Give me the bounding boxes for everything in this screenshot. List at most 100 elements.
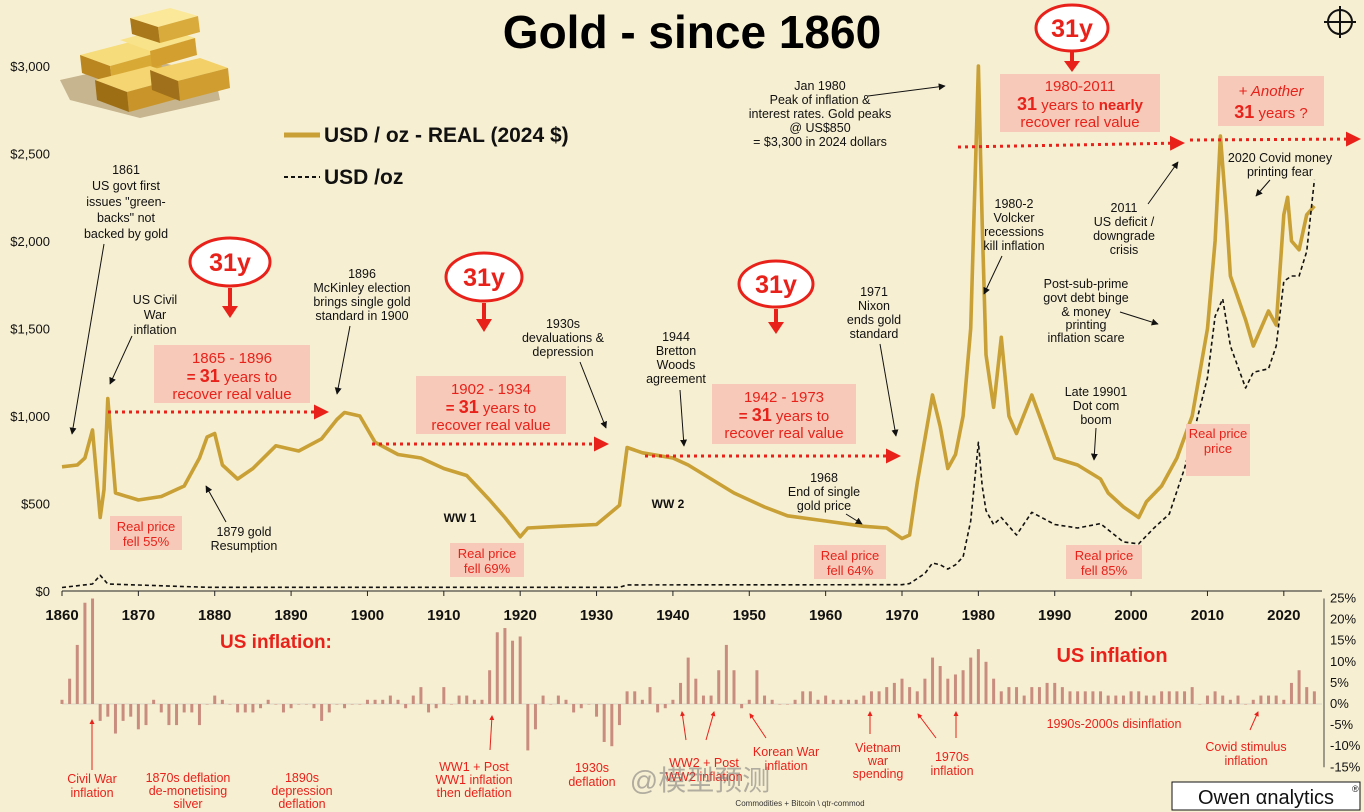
inflation-bar [931, 657, 935, 704]
annot-volcker-l4: kill inflation [983, 239, 1044, 253]
x-tick-label: 1950 [733, 607, 766, 624]
arrow-1980-2011 [957, 135, 1185, 151]
inflation-bar [98, 704, 102, 721]
inflation-bar [976, 649, 980, 704]
inflation-bar [449, 704, 453, 705]
infl-1870-l2: de-monetising [149, 784, 228, 798]
inflation-axis-label: 15% [1330, 633, 1356, 648]
annot-late-l1: Late 19901 [1065, 385, 1128, 399]
inflation-bar [1030, 687, 1034, 704]
period-arrows [108, 131, 1361, 464]
inflation-bar [908, 687, 912, 704]
inflation-bar [480, 699, 484, 704]
inflation-bar [1236, 695, 1240, 704]
infl-civil-l1: Civil War [67, 772, 117, 786]
annotation-late-1990: Late 19901 Dot com boom [1065, 385, 1128, 461]
fall-box-4: Real price fell 85% [1066, 545, 1142, 579]
annot-1930-l3: depression [532, 345, 593, 359]
annotation-mckinley: 1896 McKinley election brings single gold s… [313, 267, 411, 395]
infl-covid-l1: Covid stimulus [1205, 740, 1286, 754]
inflation-bar [129, 704, 133, 717]
y-tick-label: $0 [36, 584, 50, 599]
annot-1861-l1: 1861 [112, 163, 140, 177]
watermark: @模型预测 [630, 765, 770, 796]
inflation-bar [358, 704, 362, 705]
annot-civil-l1: US Civil [133, 293, 177, 307]
inflation-bar [106, 704, 110, 717]
inflation-bar [1053, 682, 1057, 704]
y-tick-label: $2,000 [10, 234, 50, 249]
inflation-bar [1045, 682, 1049, 704]
period-box-3: 1942 - 1973 = 31 years to recover real v… [712, 384, 856, 444]
inflation-bar [785, 704, 789, 705]
inflation-bar [732, 670, 736, 704]
inflation-bar [579, 704, 583, 709]
inflation-bar [488, 670, 492, 704]
inflation-bar [1121, 695, 1125, 704]
annot-1968-l1: 1968 [810, 471, 838, 485]
inflation-bar [1213, 691, 1217, 704]
inflation-bar [717, 670, 721, 704]
annot-mck-l4: standard in 1900 [315, 309, 408, 323]
inflation-bar [801, 691, 805, 704]
inflation-bar [839, 699, 843, 704]
badge-31y-2: 31y [444, 251, 524, 332]
x-tick-label: 2010 [1191, 607, 1224, 624]
fall-2-line1: Real price [458, 546, 517, 561]
fall-box-1: Real price fell 55% [110, 516, 182, 550]
annot-ps-l4: printing [1066, 318, 1107, 332]
badge-31y-1: 31y [188, 236, 272, 318]
badge-31y-3-label: 31y [755, 271, 797, 299]
infl-annot-disinflation: 1990s-2000s disinflation [1047, 717, 1182, 731]
inflation-bar [182, 704, 186, 713]
inflation-bar [1160, 691, 1164, 704]
inflation-title-right: US inflation [1056, 645, 1167, 667]
badge-31y-4-label: 31y [1051, 15, 1093, 43]
inflation-bar [778, 704, 782, 705]
annotation-2011: 2011 US deficit / downgrade crisis [1093, 161, 1179, 257]
annot-mck-l3: brings single gold [313, 295, 410, 309]
x-tick-label: 1880 [198, 607, 231, 624]
inflation-bar [533, 704, 537, 730]
inflation-bar [595, 704, 599, 717]
inflation-bars [60, 598, 1316, 751]
inflation-bar [205, 704, 209, 705]
axes-layer: $0 $500 $1,000 $1,500 $2,000 $2,500 $3,000 1860… [10, 59, 1361, 774]
fall-box-3: Real price fell 64% [814, 545, 886, 579]
inflation-bar [526, 704, 530, 751]
period-box-5: + Another 31 years ? [1218, 76, 1324, 126]
label-ww1: WW 1 [444, 511, 477, 525]
inflation-bar [847, 699, 851, 704]
annot-bw-l2: Bretton [656, 344, 696, 358]
period-box-2: 1902 - 1934 = 31 years to recover real v… [416, 376, 566, 434]
annotation-jan1980: Jan 1980 Peak of inflation & interest rate… [749, 79, 946, 149]
infl-annot-1930: 1930s deflation [568, 761, 615, 789]
infl-ww1-l1: WW1 + Post [439, 760, 509, 774]
annot-1980-l5: = $3,300 in 2024 dollars [753, 135, 887, 149]
fall-3-line1: Real price [821, 548, 880, 563]
annot-ps-l1: Post-sub-prime [1044, 277, 1129, 291]
annot-1879-l1: 1879 gold [217, 525, 272, 539]
inflation-bar [465, 695, 469, 704]
y-tick-label: $2,500 [10, 147, 50, 162]
x-tick-label: 2000 [1114, 607, 1147, 624]
inflation-bar [327, 704, 331, 713]
fall-5-line2: price [1204, 441, 1232, 456]
inflation-bar [938, 666, 942, 704]
inflation-bar [1198, 704, 1202, 705]
inflation-bar [289, 704, 293, 709]
infl-annot-ww2: WW2 + Post WW2 inflation [665, 711, 743, 784]
annot-1980-l2: Peak of inflation & [770, 93, 871, 107]
inflation-bar [388, 695, 392, 704]
annot-mck-l1: 1896 [348, 267, 376, 281]
annotation-1879: 1879 gold Resumption [205, 485, 277, 553]
legend: USD / oz - REAL (2024 $) USD /oz [284, 124, 569, 189]
inflation-axis-label: 0% [1330, 696, 1349, 711]
inflation-bar [266, 699, 270, 704]
